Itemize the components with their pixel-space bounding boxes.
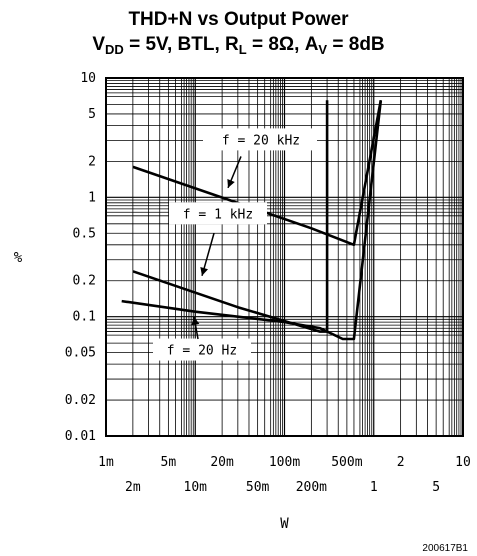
subtitle-part: V bbox=[92, 34, 106, 55]
y-tick-label: 0.01 bbox=[65, 429, 96, 444]
x-tick-label: 500m bbox=[331, 455, 362, 470]
x-tick-label: 2m bbox=[125, 480, 141, 495]
x-tick-label: 10 bbox=[455, 455, 471, 470]
series-label-arrowhead bbox=[227, 178, 235, 188]
series-label-background bbox=[153, 338, 251, 361]
x-axis-label: W bbox=[280, 516, 289, 532]
y-tick-label: 5 bbox=[88, 107, 96, 122]
y-tick-label: 10 bbox=[80, 71, 96, 86]
series-label: f = 20 Hz bbox=[167, 344, 237, 359]
y-tick-label: 0.05 bbox=[65, 346, 96, 361]
series-line bbox=[132, 100, 329, 333]
y-tick-label: 0.1 bbox=[73, 310, 96, 325]
x-tick-label: 10m bbox=[184, 480, 208, 495]
subtitle-subscript: L bbox=[238, 42, 247, 57]
x-tick-label: 20m bbox=[210, 455, 234, 470]
subtitle-part: = 5V, BTL, R bbox=[123, 34, 239, 55]
x-tick-label: 5m bbox=[161, 455, 177, 470]
subtitle-subscript: V bbox=[318, 42, 328, 57]
y-tick-label: 0.2 bbox=[73, 274, 96, 289]
x-tick-label: 1m bbox=[98, 455, 114, 470]
chart-title: THD+N vs Output Power bbox=[128, 9, 349, 30]
subtitle-subscript: DD bbox=[105, 42, 124, 57]
series-line bbox=[132, 100, 383, 247]
x-tick-label: 200m bbox=[296, 480, 327, 495]
chart-subtitle: VDD = 5V, BTL, RL = 8Ω, AV = 8dB bbox=[0, 34, 477, 56]
series-label-arrowhead bbox=[191, 316, 200, 326]
series-label-background bbox=[169, 202, 267, 225]
series-lines bbox=[121, 100, 383, 341]
x-tick-label: 50m bbox=[246, 480, 270, 495]
y-axis-label: % bbox=[14, 250, 23, 266]
y-tick-label: 0.5 bbox=[73, 226, 96, 241]
series-labels: f = 20 kHz f = 1 kHz f = 20 Hz bbox=[153, 128, 317, 361]
subtitle-part: = 8dB bbox=[327, 34, 385, 55]
series-label-background bbox=[203, 128, 317, 151]
series-label: f = 1 kHz bbox=[183, 207, 253, 222]
series-line bbox=[121, 100, 383, 341]
y-tick-label: 1 bbox=[88, 190, 96, 205]
series-label-arrowhead bbox=[200, 267, 209, 276]
y-tick-label: 2 bbox=[88, 154, 96, 169]
x-tick-label: 5 bbox=[432, 480, 440, 495]
x-tick-label: 2 bbox=[397, 455, 405, 470]
plot-frame bbox=[105, 77, 464, 437]
series-label: f = 20 kHz bbox=[222, 133, 300, 148]
subtitle-part: = 8Ω, A bbox=[246, 34, 319, 55]
figure-code: 200617B1 bbox=[422, 543, 468, 554]
y-tick-label: 0.02 bbox=[65, 393, 96, 408]
x-tick-label: 100m bbox=[269, 455, 300, 470]
x-tick-label: 1 bbox=[370, 480, 378, 495]
